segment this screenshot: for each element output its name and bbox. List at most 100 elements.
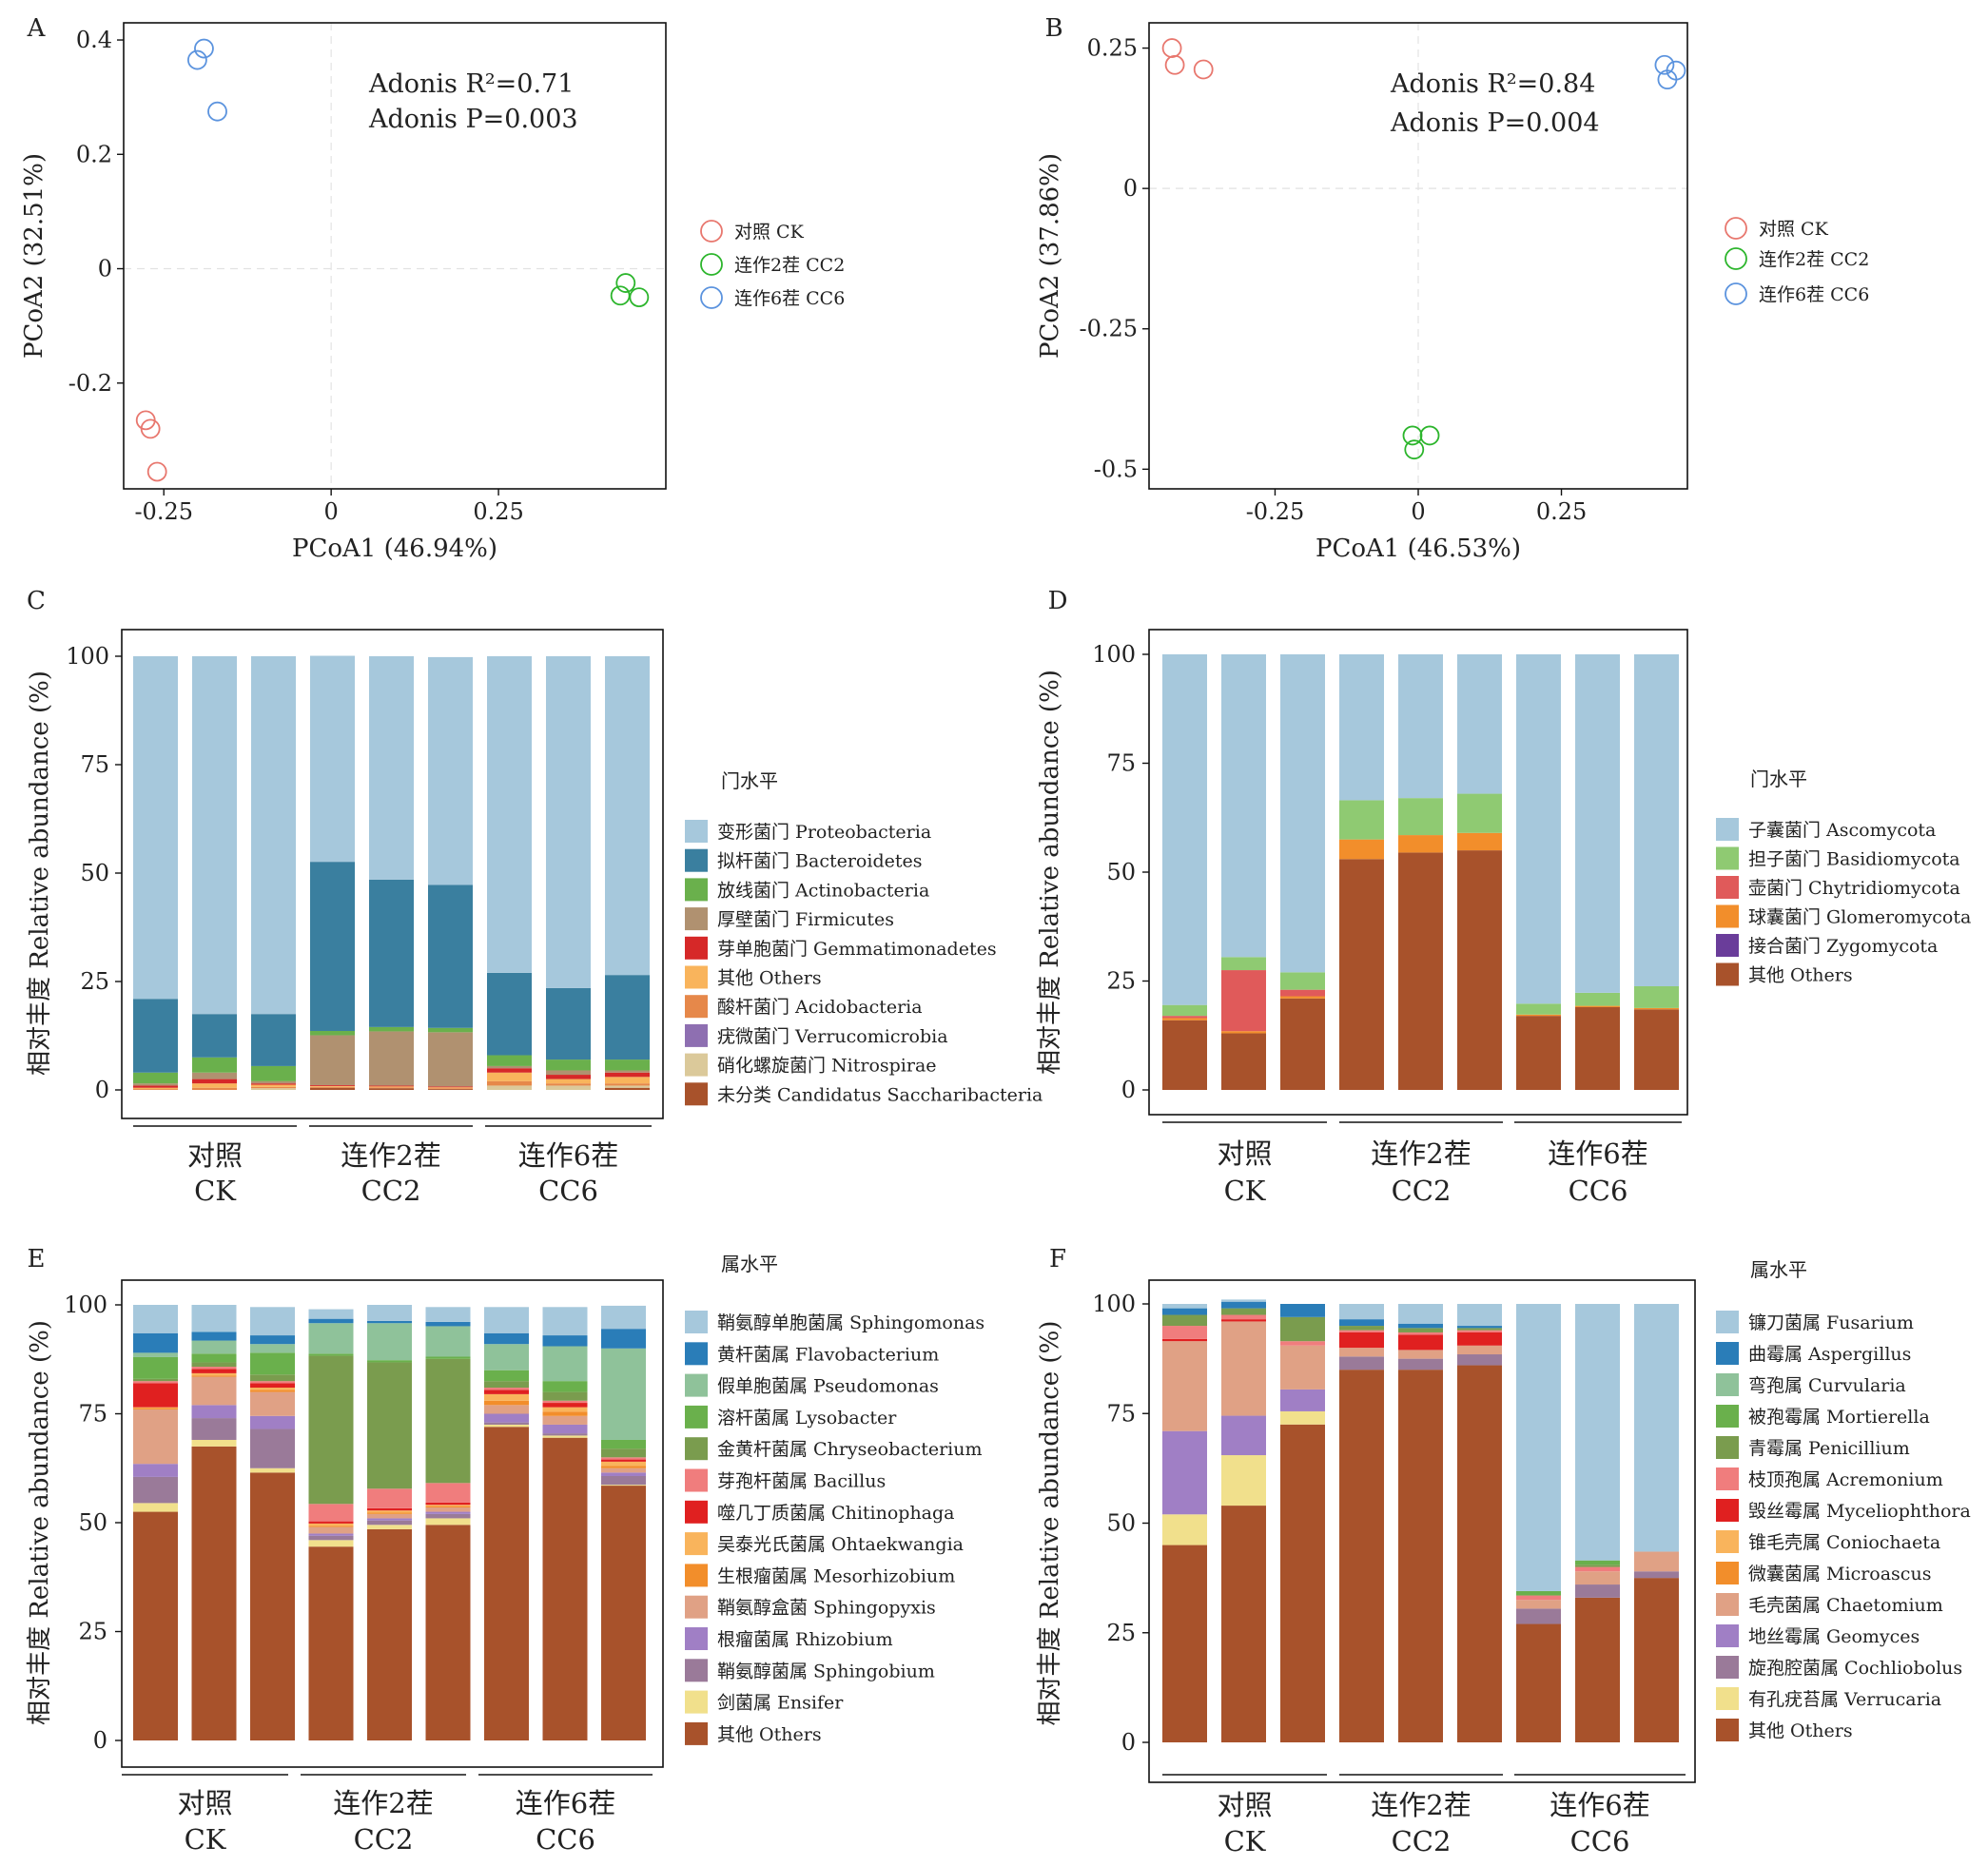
legend-swatch bbox=[1716, 1624, 1739, 1647]
legend-label: 其他 Others bbox=[717, 1724, 822, 1745]
group-label-bottom: CC2 bbox=[1392, 1825, 1452, 1857]
bar-segment bbox=[133, 1089, 178, 1090]
bar-segment bbox=[1339, 1348, 1384, 1357]
bar-segment bbox=[1221, 1314, 1266, 1320]
bar-segment bbox=[542, 1415, 588, 1425]
bar-segment bbox=[133, 1511, 178, 1740]
bar-segment bbox=[1516, 1623, 1561, 1742]
y-tick-label: -0.2 bbox=[68, 370, 112, 397]
bar-segment bbox=[601, 1329, 646, 1349]
group-label-top: 连作6茬 bbox=[518, 1139, 618, 1172]
bar-segment bbox=[367, 1528, 412, 1740]
x-tick-label: 0 bbox=[1411, 498, 1425, 525]
legend-label: 剑菌属 Ensifer bbox=[717, 1693, 844, 1714]
bar-segment bbox=[367, 1518, 412, 1521]
group-label-bottom: CK bbox=[185, 1823, 227, 1856]
bar-segment bbox=[484, 1370, 529, 1382]
bar-segment bbox=[191, 1418, 237, 1440]
legend-swatch bbox=[685, 1627, 708, 1650]
bar-segment bbox=[1221, 1301, 1266, 1309]
bar-segment bbox=[487, 1068, 532, 1073]
adonis-annotation: Adonis P=0.003 bbox=[368, 105, 578, 134]
legend-marker bbox=[1725, 282, 1747, 305]
legend-marker bbox=[700, 220, 723, 243]
bar-segment bbox=[542, 1346, 588, 1382]
bar-segment bbox=[1280, 1316, 1325, 1342]
legend-label: 青霉属 Penicillium bbox=[1748, 1438, 1910, 1459]
bar-segment bbox=[1575, 1560, 1620, 1565]
bar-segment bbox=[1339, 859, 1384, 1090]
bar-segment bbox=[1516, 1600, 1561, 1609]
y-tick-label: 0.25 bbox=[1087, 35, 1138, 62]
group-label-bottom: CC2 bbox=[354, 1823, 414, 1856]
bar-segment bbox=[1634, 654, 1679, 986]
bar-segment bbox=[133, 1352, 178, 1357]
x-axis-title: PCoA1 (46.53%) bbox=[1316, 535, 1521, 563]
bar-segment bbox=[601, 1448, 646, 1458]
legend-swatch bbox=[685, 1082, 708, 1106]
group-label-top: 连作6茬 bbox=[516, 1787, 615, 1819]
legend-label: 连作2茬 CC2 bbox=[1759, 249, 1869, 270]
legend-label: 其他 Others bbox=[1748, 1720, 1853, 1741]
bar-segment bbox=[542, 1424, 588, 1434]
bar-segment bbox=[1575, 1584, 1620, 1598]
bar-segment bbox=[428, 1027, 473, 1033]
bar-segment bbox=[1162, 1308, 1207, 1315]
legend-label: 对照 CK bbox=[1759, 219, 1829, 240]
bar-segment bbox=[1516, 1304, 1561, 1591]
bar-segment bbox=[133, 1356, 178, 1379]
legend-swatch bbox=[1716, 1468, 1739, 1490]
legend-label: 担子菌门 Basidiomycota bbox=[1748, 849, 1960, 870]
legend-label: 曲霉属 Aspergillus bbox=[1748, 1344, 1911, 1365]
bar-segment bbox=[367, 1362, 412, 1489]
bar-segment bbox=[1457, 1345, 1502, 1355]
group-label-bottom: CC2 bbox=[1392, 1175, 1452, 1207]
bar-segment bbox=[1634, 985, 1679, 1008]
bar-segment bbox=[1221, 1506, 1266, 1742]
bar-segment bbox=[1221, 1321, 1266, 1416]
bar-segment bbox=[1575, 1304, 1620, 1561]
bar-segment bbox=[1280, 1410, 1325, 1425]
bar-segment bbox=[191, 1331, 237, 1341]
group-label-bottom: CC6 bbox=[1570, 1825, 1630, 1857]
scatter-point bbox=[1164, 54, 1185, 75]
bar-segment bbox=[1162, 654, 1207, 1005]
legend-swatch bbox=[1716, 934, 1739, 957]
bar-segment bbox=[542, 1407, 588, 1412]
bar-segment bbox=[192, 656, 237, 1015]
group-label-bottom: CC2 bbox=[361, 1175, 421, 1207]
y-tick-label: 50 bbox=[1106, 1510, 1136, 1537]
bar-segment bbox=[192, 1057, 237, 1073]
group-label-top: 连作6茬 bbox=[1549, 1789, 1649, 1821]
group-label-top: 对照 bbox=[177, 1787, 232, 1819]
bar-segment bbox=[367, 1320, 412, 1324]
bar-segment bbox=[308, 1546, 354, 1740]
bar-segment bbox=[1575, 654, 1620, 993]
legend-swatch bbox=[1716, 1499, 1739, 1522]
group-label-top: 连作2茬 bbox=[1371, 1789, 1471, 1821]
bar-segment bbox=[250, 1468, 295, 1473]
bar-segment bbox=[250, 1352, 295, 1375]
scatter-point bbox=[187, 49, 207, 70]
bar-segment bbox=[484, 1422, 529, 1425]
y-axis-title: 相对丰度 Relative abundance (%) bbox=[26, 1320, 54, 1725]
bar-segment bbox=[425, 1356, 471, 1359]
bar-segment bbox=[133, 1409, 178, 1465]
y-tick-label: -0.5 bbox=[1094, 456, 1138, 482]
bar-segment bbox=[1280, 972, 1325, 990]
bar-segment bbox=[133, 1476, 178, 1504]
bar-segment bbox=[250, 1381, 295, 1384]
bar-segment bbox=[605, 1070, 650, 1073]
bar-segment bbox=[484, 1393, 529, 1401]
bar-segment bbox=[192, 1014, 237, 1058]
scatter-point bbox=[140, 418, 161, 439]
bar-segment bbox=[250, 1472, 295, 1740]
bar-segment bbox=[428, 1086, 473, 1088]
bar-segment bbox=[601, 1486, 646, 1740]
bar-segment bbox=[369, 1086, 414, 1088]
bar-segment bbox=[191, 1375, 237, 1377]
bar-segment bbox=[308, 1526, 354, 1534]
legend-label: 黄杆菌属 Flavobacterium bbox=[717, 1344, 939, 1365]
bar-segment bbox=[308, 1535, 354, 1541]
legend-swatch bbox=[685, 936, 708, 960]
